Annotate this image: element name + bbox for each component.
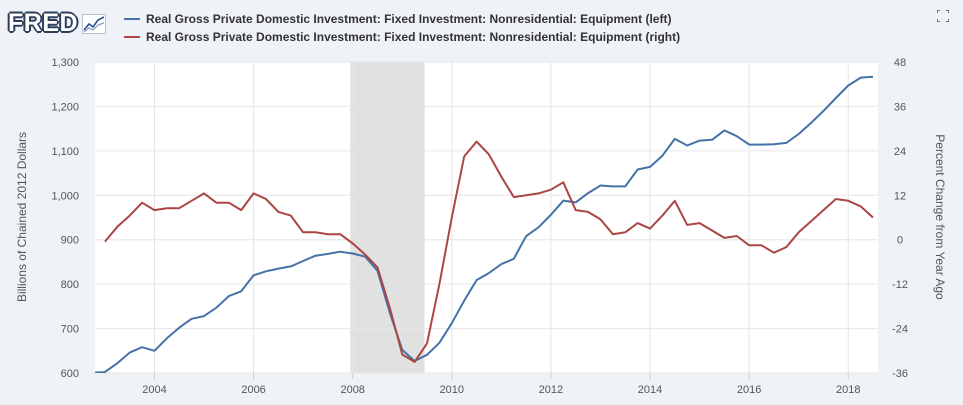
plot-area — [95, 62, 878, 373]
legend-label-left: Real Gross Private Domestic Investment: … — [146, 12, 672, 26]
series-line-right[interactable] — [104, 140, 874, 363]
right-tick-label: 0 — [897, 235, 903, 247]
right-axis-title: Percent Change from Year Ago — [933, 134, 947, 300]
right-tick-label: -12 — [892, 279, 908, 291]
right-tick-label: 24 — [894, 146, 906, 158]
x-tick-label: 2010 — [440, 384, 464, 396]
series-layer — [55, 75, 874, 373]
x-tick-label: 2016 — [737, 384, 761, 396]
left-axis-title: Billions of Chained 2012 Dollars — [15, 132, 29, 302]
legend-item-left-series[interactable]: Real Gross Private Domestic Investment: … — [124, 10, 680, 28]
left-tick-label: 700 — [61, 324, 79, 336]
right-tick-label: 12 — [894, 190, 906, 202]
left-tick-label: 900 — [61, 235, 79, 247]
right-tick-label: 36 — [894, 101, 906, 113]
left-tick-label: 1,100 — [51, 146, 79, 158]
left-tick-label: 800 — [61, 279, 79, 291]
chart-header: FRED Real Gross Private Domestic Investm… — [0, 0, 963, 58]
left-tick-label: 600 — [61, 368, 79, 380]
x-tick-label: 2006 — [241, 384, 265, 396]
x-tick-label: 2014 — [638, 384, 662, 396]
left-axis-ticks: 600 700 800 900 1,000 1,100 1,200 1,300 — [51, 57, 79, 380]
legend-swatch-red — [124, 36, 140, 38]
recession-shading — [350, 62, 425, 373]
right-tick-label: 48 — [894, 57, 906, 69]
x-tick-label: 2012 — [539, 384, 563, 396]
left-tick-label: 1,000 — [51, 190, 79, 202]
fred-logo-text: FRED — [8, 9, 79, 37]
fred-logo[interactable]: FRED — [8, 9, 107, 38]
x-tick-label: 2004 — [142, 384, 166, 396]
x-tick-label: 2008 — [340, 384, 364, 396]
legend-item-right-series[interactable]: Real Gross Private Domestic Investment: … — [124, 28, 680, 46]
x-tick-label: 2018 — [836, 384, 860, 396]
x-axis-ticks: 2004 2006 2008 2010 2012 2014 2016 2018 — [142, 373, 861, 396]
right-tick-label: -36 — [892, 368, 908, 380]
left-tick-label: 1,300 — [51, 57, 79, 69]
legend-swatch-blue — [124, 18, 140, 20]
series-line-left[interactable] — [55, 75, 874, 373]
left-tick-label: 1,200 — [51, 101, 79, 113]
right-axis-ticks: -36 -24 -12 0 12 24 36 48 — [892, 57, 908, 380]
chart-legend: Real Gross Private Domestic Investment: … — [124, 10, 680, 46]
right-tick-label: -24 — [892, 324, 908, 336]
chart-line-icon — [82, 13, 107, 34]
legend-label-right: Real Gross Private Domestic Investment: … — [146, 30, 681, 44]
